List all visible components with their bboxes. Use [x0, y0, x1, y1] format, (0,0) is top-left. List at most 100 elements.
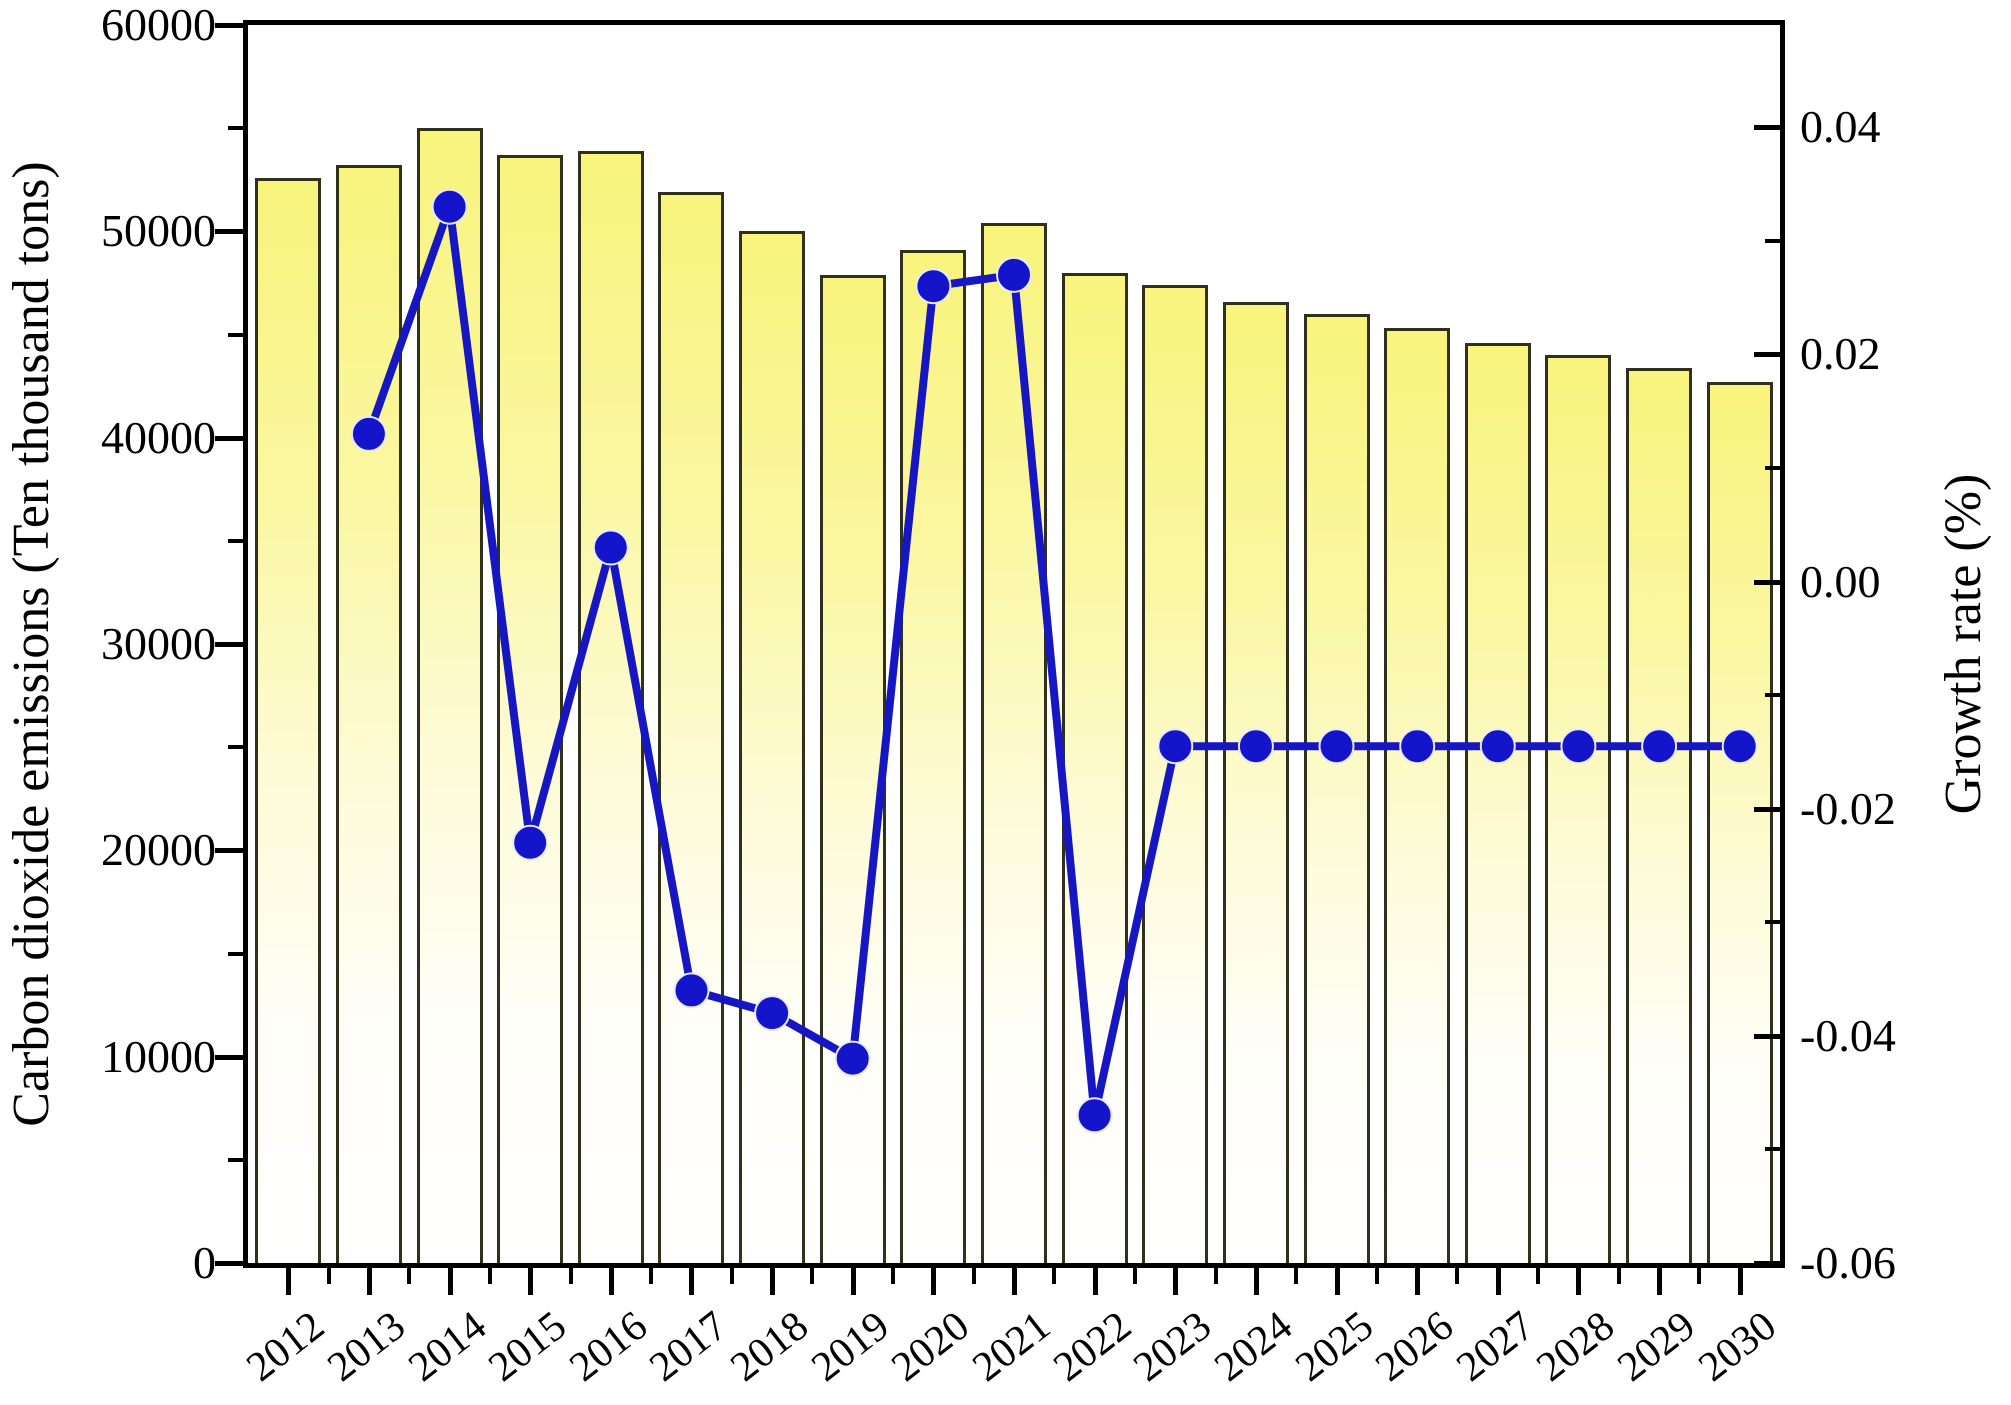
bar-2029 [1626, 367, 1693, 1263]
x-axis-minor-tick [649, 1268, 654, 1284]
left-axis-title: Carbon dioxide emissions (Ten thousand t… [3, 161, 60, 1127]
x-axis-major-tick [931, 1268, 937, 1295]
growth-marker-2018 [754, 995, 791, 1032]
bar-2030 [1706, 381, 1773, 1263]
growth-marker-2024 [1237, 728, 1274, 765]
x-axis-major-tick [1253, 1268, 1259, 1295]
left-axis-major-tick [215, 229, 243, 235]
growth-marker-2030 [1721, 728, 1758, 765]
x-axis-major-tick [286, 1268, 292, 1295]
left-axis-tick-label: 0 [193, 1237, 216, 1288]
left-axis-major-tick [215, 1261, 243, 1266]
bar-2012 [255, 177, 322, 1263]
bar-2017 [658, 192, 725, 1263]
x-axis-minor-tick [1052, 1268, 1057, 1284]
left-axis-tick-label: 60000 [101, 0, 216, 50]
right-axis-tick-label: 0.02 [1800, 328, 1881, 380]
left-axis-minor-tick [228, 126, 243, 131]
bar-2021 [981, 223, 1047, 1263]
x-axis-major-tick [1012, 1268, 1017, 1295]
bar-2023 [1142, 284, 1209, 1263]
bar-2024 [1222, 301, 1289, 1263]
bar-2026 [1384, 328, 1451, 1263]
x-axis-minor-tick [1213, 1268, 1218, 1284]
left-axis-tick-label: 40000 [101, 411, 216, 463]
growth-marker-2013 [350, 415, 387, 452]
right-axis-minor-tick [1765, 693, 1780, 698]
right-axis-tick-label: 0.04 [1800, 101, 1881, 153]
x-axis-minor-tick [568, 1268, 573, 1284]
x-axis-minor-tick [1616, 1268, 1621, 1284]
left-axis-minor-tick [228, 332, 243, 337]
right-axis-minor-tick [1765, 465, 1780, 470]
growth-marker-2026 [1399, 728, 1436, 765]
x-axis-minor-tick [407, 1268, 412, 1284]
x-axis-major-tick [366, 1268, 372, 1295]
x-axis-major-tick [689, 1268, 695, 1295]
growth-marker-2019 [834, 1040, 871, 1077]
x-axis-major-tick [1415, 1268, 1421, 1295]
growth-marker-2017 [673, 972, 710, 1009]
x-axis-minor-tick [1455, 1268, 1460, 1284]
bars-layer [248, 25, 1780, 1263]
x-axis-major-tick [608, 1268, 614, 1295]
x-axis-minor-tick [1697, 1268, 1702, 1284]
right-axis-major-tick [1754, 806, 1780, 812]
bar-2027 [1464, 342, 1531, 1263]
right-axis-title: Growth rate (%) [1935, 473, 1992, 815]
left-axis-major-tick [215, 1054, 243, 1060]
left-axis-tick-label: 10000 [101, 1030, 216, 1082]
x-axis-major-tick [447, 1268, 453, 1295]
right-axis-tick-label: -0.02 [1800, 782, 1896, 834]
bar-2014 [416, 128, 483, 1263]
right-axis-minor-tick [1765, 1147, 1780, 1152]
growth-marker-2023 [1157, 728, 1194, 765]
left-axis-minor-tick [228, 1157, 243, 1162]
x-axis-minor-tick [1536, 1268, 1541, 1284]
growth-marker-2021 [996, 256, 1032, 293]
x-axis-major-tick [1173, 1268, 1179, 1295]
right-axis-tick-label: -0.06 [1800, 1237, 1896, 1288]
bar-2019 [819, 274, 886, 1263]
right-axis-minor-tick [1765, 238, 1780, 243]
growth-rate-line-layer [350, 188, 1758, 1134]
left-axis-tick-label: 30000 [101, 618, 216, 669]
right-axis-tick-label: 0.00 [1800, 555, 1881, 607]
right-axis-major-tick [1754, 1033, 1780, 1039]
growth-marker-2016 [592, 529, 629, 566]
x-axis-major-tick [1576, 1268, 1582, 1295]
bar-2018 [739, 231, 806, 1263]
x-axis-major-tick [1334, 1268, 1340, 1295]
x-axis-minor-tick [891, 1268, 896, 1284]
bar-2015 [497, 155, 564, 1263]
right-axis-major-tick [1754, 579, 1780, 585]
x-axis-major-tick [850, 1268, 856, 1295]
x-axis-minor-tick [971, 1268, 976, 1284]
left-axis-major-tick [215, 23, 243, 28]
x-axis-minor-tick [487, 1268, 492, 1284]
right-axis-major-tick [1754, 1261, 1780, 1266]
right-axis-tick-label: -0.04 [1800, 1009, 1896, 1061]
left-axis-minor-tick [228, 745, 243, 750]
left-axis-tick-label: 20000 [101, 824, 216, 876]
growth-rate-line [365, 202, 1740, 1120]
right-axis-minor-tick [1765, 920, 1780, 925]
x-axis-major-tick [1657, 1268, 1663, 1295]
x-axis-major-tick [528, 1268, 534, 1295]
x-axis-minor-tick [1294, 1268, 1299, 1284]
x-axis-major-tick [1737, 1268, 1743, 1295]
x-axis-major-tick [1092, 1268, 1098, 1295]
x-axis-major-tick [770, 1268, 776, 1295]
x-axis-minor-tick [326, 1268, 331, 1284]
bar-2013 [335, 165, 402, 1263]
left-axis-major-tick [215, 435, 243, 441]
right-axis-major-tick [1754, 125, 1780, 131]
growth-marker-2028 [1560, 728, 1597, 765]
left-axis-major-tick [215, 848, 243, 854]
x-axis-major-tick [1495, 1268, 1501, 1295]
plot-area [243, 20, 1785, 1268]
bar-2028 [1545, 355, 1612, 1263]
growth-marker-2022 [1076, 1097, 1113, 1134]
growth-marker-2027 [1479, 728, 1516, 765]
